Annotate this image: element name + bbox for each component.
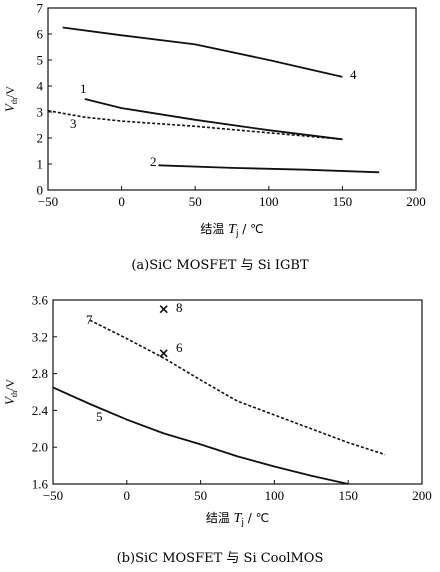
marker-8 xyxy=(159,305,168,314)
x-tick-label: −50 xyxy=(43,488,63,503)
marker-stroke xyxy=(159,349,168,358)
plot-frame xyxy=(47,7,417,191)
y-tick-label: 3 xyxy=(37,105,44,120)
series-line-2 xyxy=(158,164,380,174)
series-label-3: 3 xyxy=(70,116,77,131)
y-tick-label: 5 xyxy=(37,53,44,68)
marker-label-6: 6 xyxy=(176,340,183,355)
x-tick-label: 0 xyxy=(118,194,125,209)
figure-caption: (a)SiC MOSFET 与 Si IGBT xyxy=(131,258,309,273)
chart-b: −50 0 50 100 150 200 1.6 2.0 2.4 2.8 3.2 3.6 7 5 8 6 结温 … xyxy=(2,293,432,567)
y-tick-label: 4 xyxy=(37,79,44,94)
x-axis-title: 结温 Tj / ℃ xyxy=(206,511,269,528)
x-tick-label: 50 xyxy=(189,194,202,209)
y-tick-label: 1 xyxy=(37,157,44,172)
x-tick-label: 150 xyxy=(333,194,353,209)
series-line-5 xyxy=(52,386,349,485)
y-tick-label: 7 xyxy=(37,1,44,16)
y-axis-title: Vth/V xyxy=(2,86,19,113)
plot-frame xyxy=(52,299,423,485)
series-line-3 xyxy=(47,109,343,141)
x-tick-label: 0 xyxy=(124,488,131,503)
series-label-2: 2 xyxy=(150,154,157,169)
figure-caption: (b)SiC MOSFET 与 Si CoolMOS xyxy=(117,551,324,566)
y-tick-label: 0 xyxy=(37,183,44,198)
series-line-1 xyxy=(84,98,343,141)
x-axis-title: 结温 Tj / ℃ xyxy=(200,222,263,239)
y-tick-label: 2.8 xyxy=(32,366,48,381)
x-tick-label: 200 xyxy=(406,194,426,209)
series-label-5: 5 xyxy=(96,409,103,424)
y-tick-label: 3.2 xyxy=(32,329,48,344)
y-tick-label: 2.4 xyxy=(32,403,49,418)
series-label-4: 4 xyxy=(350,67,357,82)
marker-stroke xyxy=(159,305,168,314)
y-axis-title: Vth/V xyxy=(2,379,19,406)
marker-label-8: 8 xyxy=(176,300,183,315)
x-tick-label: 50 xyxy=(194,488,207,503)
series-label-1: 1 xyxy=(80,81,87,96)
x-tick-label: 100 xyxy=(259,194,279,209)
marker-6 xyxy=(159,349,168,358)
y-tick-label: 2 xyxy=(37,131,44,146)
x-tick-label: 150 xyxy=(338,488,358,503)
x-tick-label: 100 xyxy=(265,488,285,503)
y-tick-label: 3.6 xyxy=(32,293,49,308)
series-line-7 xyxy=(89,319,386,456)
x-tick-label: −50 xyxy=(38,194,58,209)
series-label-7: 7 xyxy=(86,312,93,327)
y-tick-label: 2.0 xyxy=(32,440,48,455)
y-tick-label: 6 xyxy=(37,27,44,42)
y-tick-label: 1.6 xyxy=(32,477,49,492)
series-line-4 xyxy=(62,26,343,78)
x-tick-label: 200 xyxy=(412,488,432,503)
